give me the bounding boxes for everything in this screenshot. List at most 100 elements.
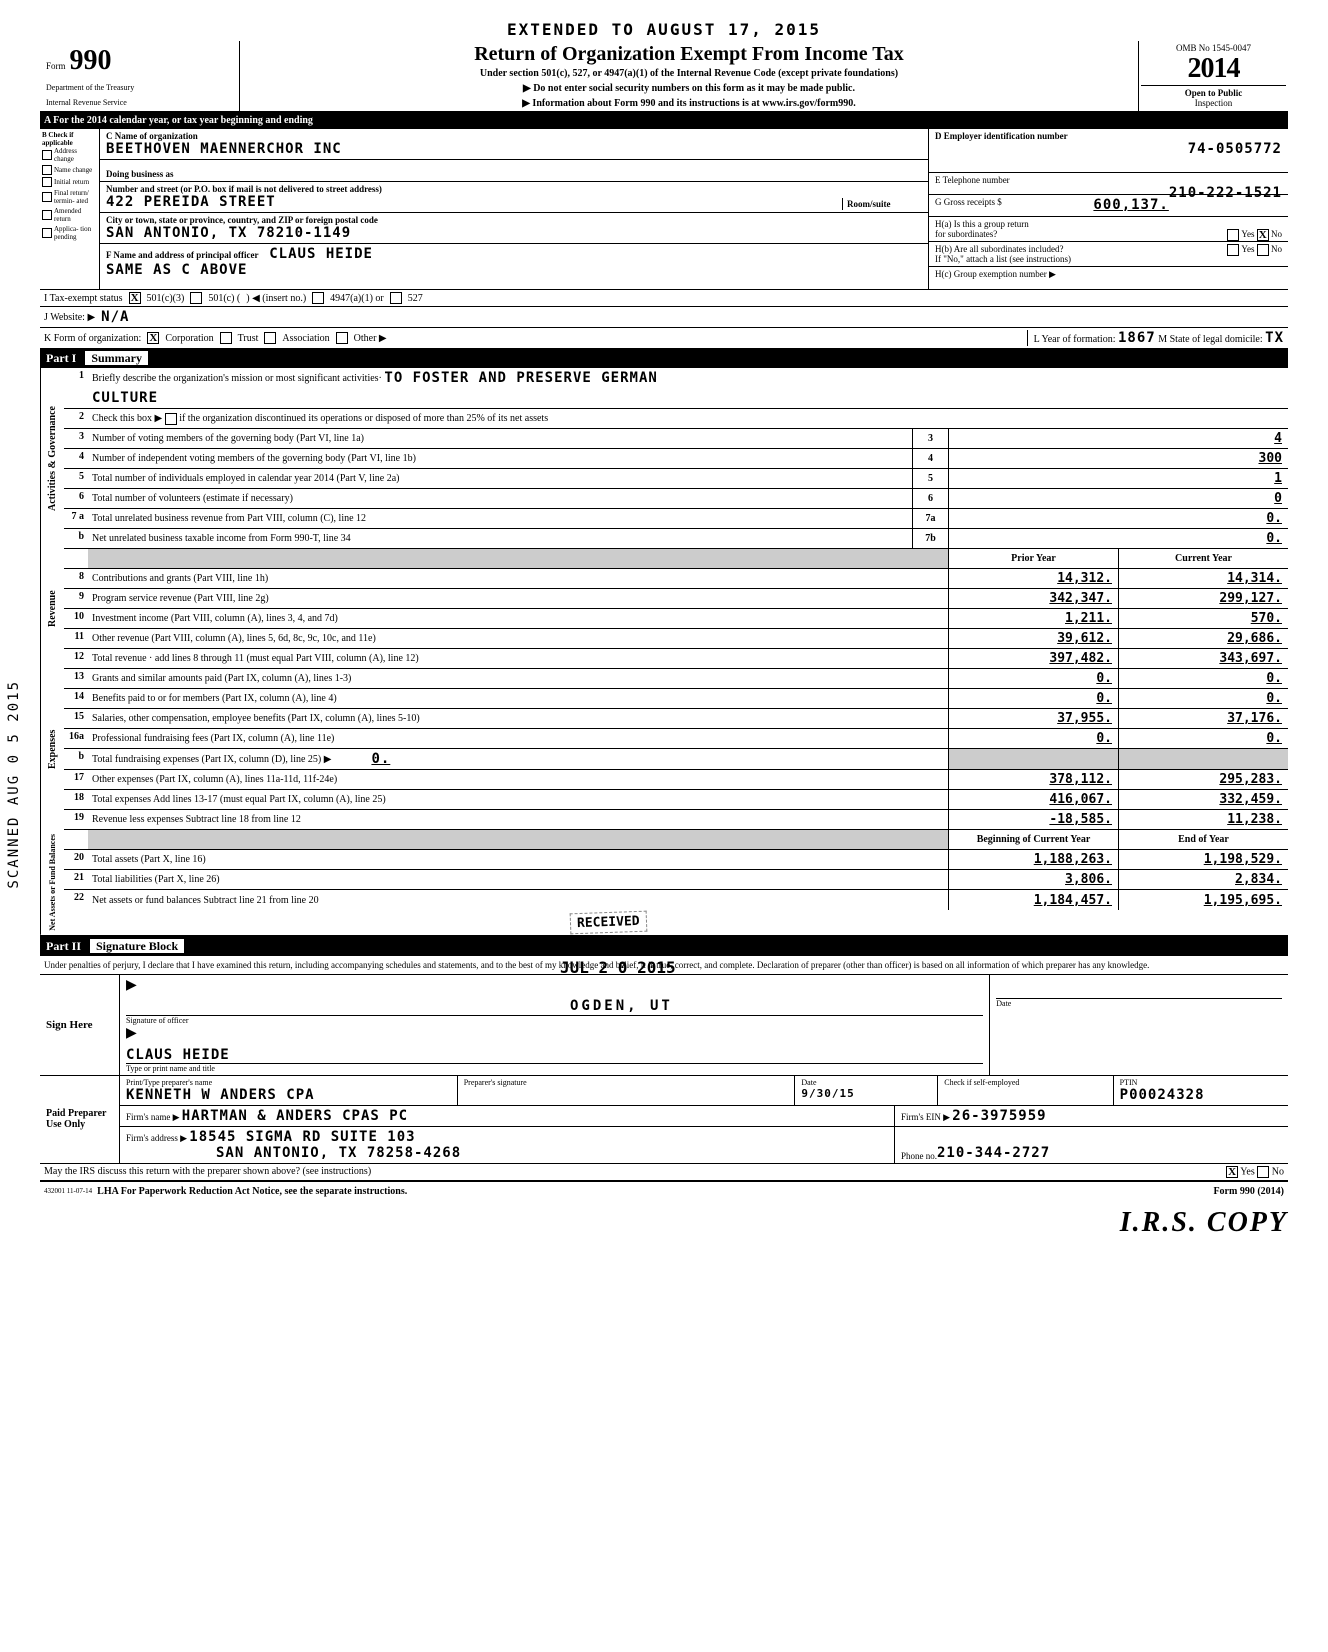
curr-val: 2,834. xyxy=(1118,870,1288,889)
desc-text: Briefly describe the organization's miss… xyxy=(92,373,382,384)
header-mid: Return of Organization Exempt From Incom… xyxy=(240,41,1138,111)
curr-val: 299,127. xyxy=(1118,589,1288,608)
officer-name-line: CLAUS HEIDE xyxy=(126,1042,983,1064)
line-desc: Check this box ▶ Check this box ▶ if the… xyxy=(88,409,1288,428)
open-public-2: Inspection xyxy=(1141,98,1286,108)
501c3-box[interactable]: X xyxy=(129,292,141,304)
501c-box[interactable] xyxy=(190,292,202,304)
prior-val: 0. xyxy=(948,669,1118,688)
paid-preparer-row: Paid Preparer Use Only Print/Type prepar… xyxy=(40,1076,1288,1164)
line-num: 9 xyxy=(64,589,88,608)
line-val: 0 xyxy=(948,489,1288,508)
line-num: 21 xyxy=(64,870,88,889)
prep-name: KENNETH W ANDERS CPA xyxy=(126,1087,315,1103)
hb-no-box[interactable] xyxy=(1257,244,1269,256)
line-8: 8Contributions and grants (Part VIII, li… xyxy=(64,569,1288,589)
prior-val: 3,806. xyxy=(948,870,1118,889)
527-box[interactable] xyxy=(390,292,402,304)
line-7b: b Net unrelated business taxable income … xyxy=(64,529,1288,549)
officer-date-line[interactable] xyxy=(996,977,1282,999)
firm-addr-1: 18545 SIGMA RD SUITE 103 xyxy=(189,1129,415,1145)
line-desc: Number of voting members of the governin… xyxy=(88,429,912,448)
net-assets-header: Beginning of Current Year End of Year xyxy=(64,830,1288,850)
chk-final[interactable]: Final return/ termin- ated xyxy=(42,189,97,205)
check-label: Check if self-employed xyxy=(944,1078,1106,1087)
org-name: BEETHOVEN MAENNERCHOR INC xyxy=(106,141,342,157)
line-desc: Revenue less expenses Subtract line 18 f… xyxy=(88,810,948,829)
begin-year-hdr: Beginning of Current Year xyxy=(948,830,1118,849)
ptin-cell: PTIN P00024328 xyxy=(1114,1076,1288,1105)
side-net-assets: Net Assets or Fund Balances xyxy=(40,830,64,935)
signature-block: Under penalties of perjury, I declare th… xyxy=(40,956,1288,1182)
line-num: 8 xyxy=(64,569,88,588)
hb-yes-box[interactable] xyxy=(1227,244,1239,256)
ha-label: H(a) Is this a group return xyxy=(935,219,1282,229)
assoc-label: Association xyxy=(282,333,329,344)
ha-no-box[interactable]: X xyxy=(1257,229,1269,241)
line-desc: Salaries, other compensation, employee b… xyxy=(88,709,948,728)
chk-name[interactable]: Name change xyxy=(42,165,97,175)
desc-pre: Check this box ▶ xyxy=(92,413,162,424)
sig-label: Signature of officer xyxy=(126,1016,983,1025)
trust-box[interactable] xyxy=(220,332,232,344)
line-17: 17Other expenses (Part IX, column (A), l… xyxy=(64,770,1288,790)
phone: 210-222-1521 xyxy=(1169,185,1282,201)
line-2-box[interactable] xyxy=(165,413,177,425)
prep-name-label: Print/Type preparer's name xyxy=(126,1078,451,1087)
discuss-no-box[interactable] xyxy=(1257,1166,1269,1178)
firm-ein-label: Firm's EIN ▶ xyxy=(901,1112,950,1122)
dept-irs: Internal Revenue Service xyxy=(46,98,233,107)
prep-date: 9/30/15 xyxy=(801,1087,854,1100)
checkbox-icon xyxy=(42,228,52,238)
part-1-header: Part I Summary xyxy=(40,349,1288,368)
blank xyxy=(64,549,88,568)
prior-val: 416,067. xyxy=(948,790,1118,809)
formorg-label: K Form of organization: xyxy=(44,333,141,344)
line-desc: Grants and similar amounts paid (Part IX… xyxy=(88,669,948,688)
side-expenses: Expenses xyxy=(40,669,64,830)
line-18: 18Total expenses Add lines 13-17 (must e… xyxy=(64,790,1288,810)
mission-text-2: CULTURE xyxy=(92,390,158,406)
phone-row: E Telephone number 210-222-1521 xyxy=(929,173,1288,195)
chk-label: Applica- tion pending xyxy=(54,225,97,241)
assoc-box[interactable] xyxy=(264,332,276,344)
line-22: 22Net assets or fund balances Subtract l… xyxy=(64,890,1288,910)
blank-desc xyxy=(88,549,948,568)
line-desc: Program service revenue (Part VIII, line… xyxy=(88,589,948,608)
officer-typed-name: CLAUS HEIDE xyxy=(126,1047,230,1063)
line-val: 0. xyxy=(948,509,1288,528)
line-val: 300 xyxy=(948,449,1288,468)
chk-address[interactable]: Address change xyxy=(42,147,97,163)
chk-application[interactable]: Applica- tion pending xyxy=(42,225,97,241)
discuss-yes-box[interactable]: X xyxy=(1226,1166,1238,1178)
line-num: 7 a xyxy=(64,509,88,528)
chk-amended[interactable]: Amended return xyxy=(42,207,97,223)
line-13: 13Grants and similar amounts paid (Part … xyxy=(64,669,1288,689)
date-cell: Date xyxy=(990,975,1288,1075)
no-label: No xyxy=(1272,1166,1284,1177)
4947-box[interactable] xyxy=(312,292,324,304)
officer-signature-line[interactable] xyxy=(126,994,983,1016)
part-1-num: Part I xyxy=(46,351,76,365)
street: 422 PEREIDA STREET xyxy=(106,194,276,210)
firm-addr-cell: Firm's address ▶ 18545 SIGMA RD SUITE 10… xyxy=(120,1127,895,1163)
street-row: Number and street (or P.O. box if mail i… xyxy=(100,182,928,213)
small-num: 6 xyxy=(912,489,948,508)
prior-val: 39,612. xyxy=(948,629,1118,648)
row-a-tax-year: A For the 2014 calendar year, or tax yea… xyxy=(40,113,1288,129)
date-label: Date xyxy=(996,999,1282,1008)
insert-no: ) ◀ (insert no.) xyxy=(246,293,306,304)
form-subtitle: Under section 501(c), 527, or 4947(a)(1)… xyxy=(248,68,1130,79)
gross-receipts: 600,137. xyxy=(1093,197,1168,213)
corp-box[interactable]: X xyxy=(147,332,159,344)
line-desc: Total unrelated business revenue from Pa… xyxy=(88,509,912,528)
ha-yes-box[interactable] xyxy=(1227,229,1239,241)
instruction-2: ▶ Information about Form 990 and its ins… xyxy=(248,98,1130,109)
curr-val: 0. xyxy=(1118,729,1288,748)
side-activities: Activities & Governance xyxy=(40,368,64,549)
other-box[interactable] xyxy=(336,332,348,344)
firm-ein: 26-3975959 xyxy=(952,1108,1046,1124)
curr-val: 37,176. xyxy=(1118,709,1288,728)
chk-initial[interactable]: Initial return xyxy=(42,177,97,187)
small-num: 3 xyxy=(912,429,948,448)
